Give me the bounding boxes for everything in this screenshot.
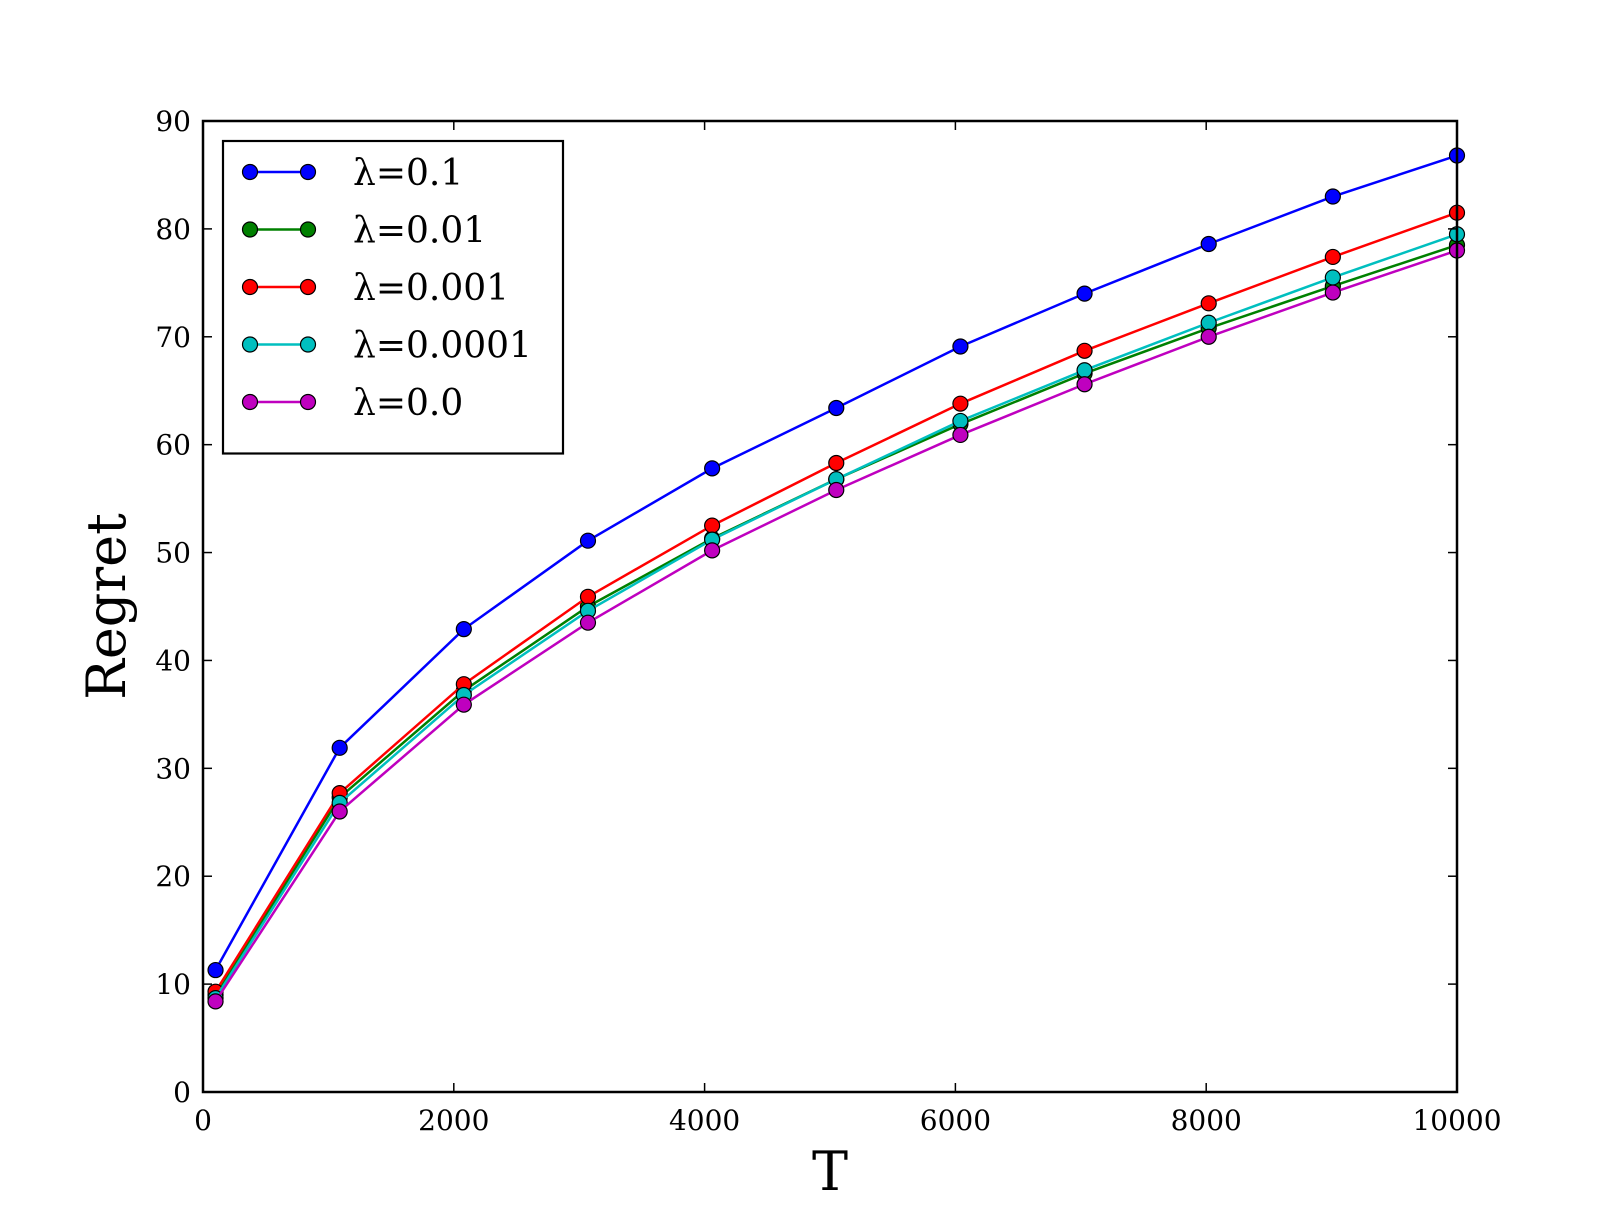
y-tick-label: 60 [155, 429, 191, 462]
legend-label: λ=0.0 [353, 383, 463, 424]
legend-item: λ=0.01 [241, 211, 486, 252]
data-point [828, 481, 845, 499]
data-point [1200, 235, 1217, 253]
legend-marker [241, 393, 259, 411]
data-point [952, 338, 969, 355]
y-tick-label: 0 [173, 1076, 191, 1109]
legend-item: λ=0.0 [241, 383, 463, 424]
y-tick-label: 50 [155, 537, 191, 570]
legend-item: λ=0.001 [241, 268, 509, 309]
y-axis-label: Regret [75, 513, 138, 700]
y-tick-label: 70 [155, 321, 191, 354]
tick-layer: 0 2000 4000 6000 8000 10000 0 10 20 30 40 50 60 70 80 9… [155, 105, 1501, 1137]
data-point [1324, 248, 1341, 266]
legend-marker [241, 336, 259, 353]
data-point [1200, 328, 1217, 345]
legend-marker [299, 221, 317, 238]
plot-frame [201, 119, 1459, 1094]
data-point [1076, 285, 1093, 302]
data-point [704, 517, 721, 534]
data-point [207, 993, 224, 1010]
data-point [579, 614, 597, 631]
y-tick-label: 40 [155, 644, 191, 677]
data-point [1076, 362, 1093, 379]
legend-label: λ=0.1 [353, 153, 463, 194]
legend-marker [299, 336, 317, 353]
x-axis-label: T [812, 1140, 848, 1200]
legend-marker [299, 163, 317, 181]
series-group [207, 242, 1466, 1010]
data-point [952, 412, 969, 430]
data-point [704, 460, 721, 477]
data-point [952, 426, 969, 444]
legend-marker [299, 278, 317, 296]
legend-marker [299, 393, 317, 411]
data-point [331, 803, 348, 820]
data-point [704, 542, 721, 559]
data-point [952, 395, 969, 412]
legend-item: λ=0.0001 [241, 326, 532, 367]
legend-marker [241, 278, 259, 296]
legend-label: λ=0.001 [353, 268, 509, 309]
data-point [579, 532, 597, 549]
x-tick-label: 6000 [920, 1104, 991, 1137]
legend-label: λ=0.01 [353, 211, 486, 252]
data-point [1076, 342, 1093, 359]
x-tick-label: 4000 [669, 1104, 740, 1137]
data-point [828, 454, 845, 472]
plot-layer [207, 147, 1466, 1010]
data-point [828, 399, 845, 417]
x-tick-label: 8000 [1171, 1104, 1242, 1137]
y-tick-label: 20 [155, 860, 191, 893]
legend: λ=0.1 λ=0.01 λ=0.001 λ=0.0001 λ=0.0 [221, 139, 565, 455]
data-point [1076, 376, 1093, 393]
y-tick-label: 90 [155, 105, 191, 138]
data-point [331, 739, 348, 756]
x-tick-label: 0 [194, 1104, 212, 1137]
series-group [207, 147, 1466, 979]
legend-item: λ=0.1 [241, 153, 463, 194]
data-point [455, 696, 472, 713]
x-tick-label: 10000 [1412, 1104, 1501, 1137]
data-point [1324, 269, 1341, 286]
data-point [207, 961, 224, 979]
legend-marker [241, 163, 259, 181]
data-point [579, 588, 597, 605]
legend-marker [241, 221, 259, 238]
data-point [1200, 314, 1217, 331]
data-point [1200, 295, 1217, 312]
data-point [1324, 188, 1341, 205]
y-tick-label: 10 [155, 968, 191, 1001]
data-point [1324, 284, 1341, 301]
x-tick-label: 2000 [418, 1104, 489, 1137]
y-tick-label: 80 [155, 213, 191, 246]
y-tick-label: 30 [155, 752, 191, 785]
legend-label: λ=0.0001 [353, 326, 532, 367]
data-point [455, 621, 472, 638]
